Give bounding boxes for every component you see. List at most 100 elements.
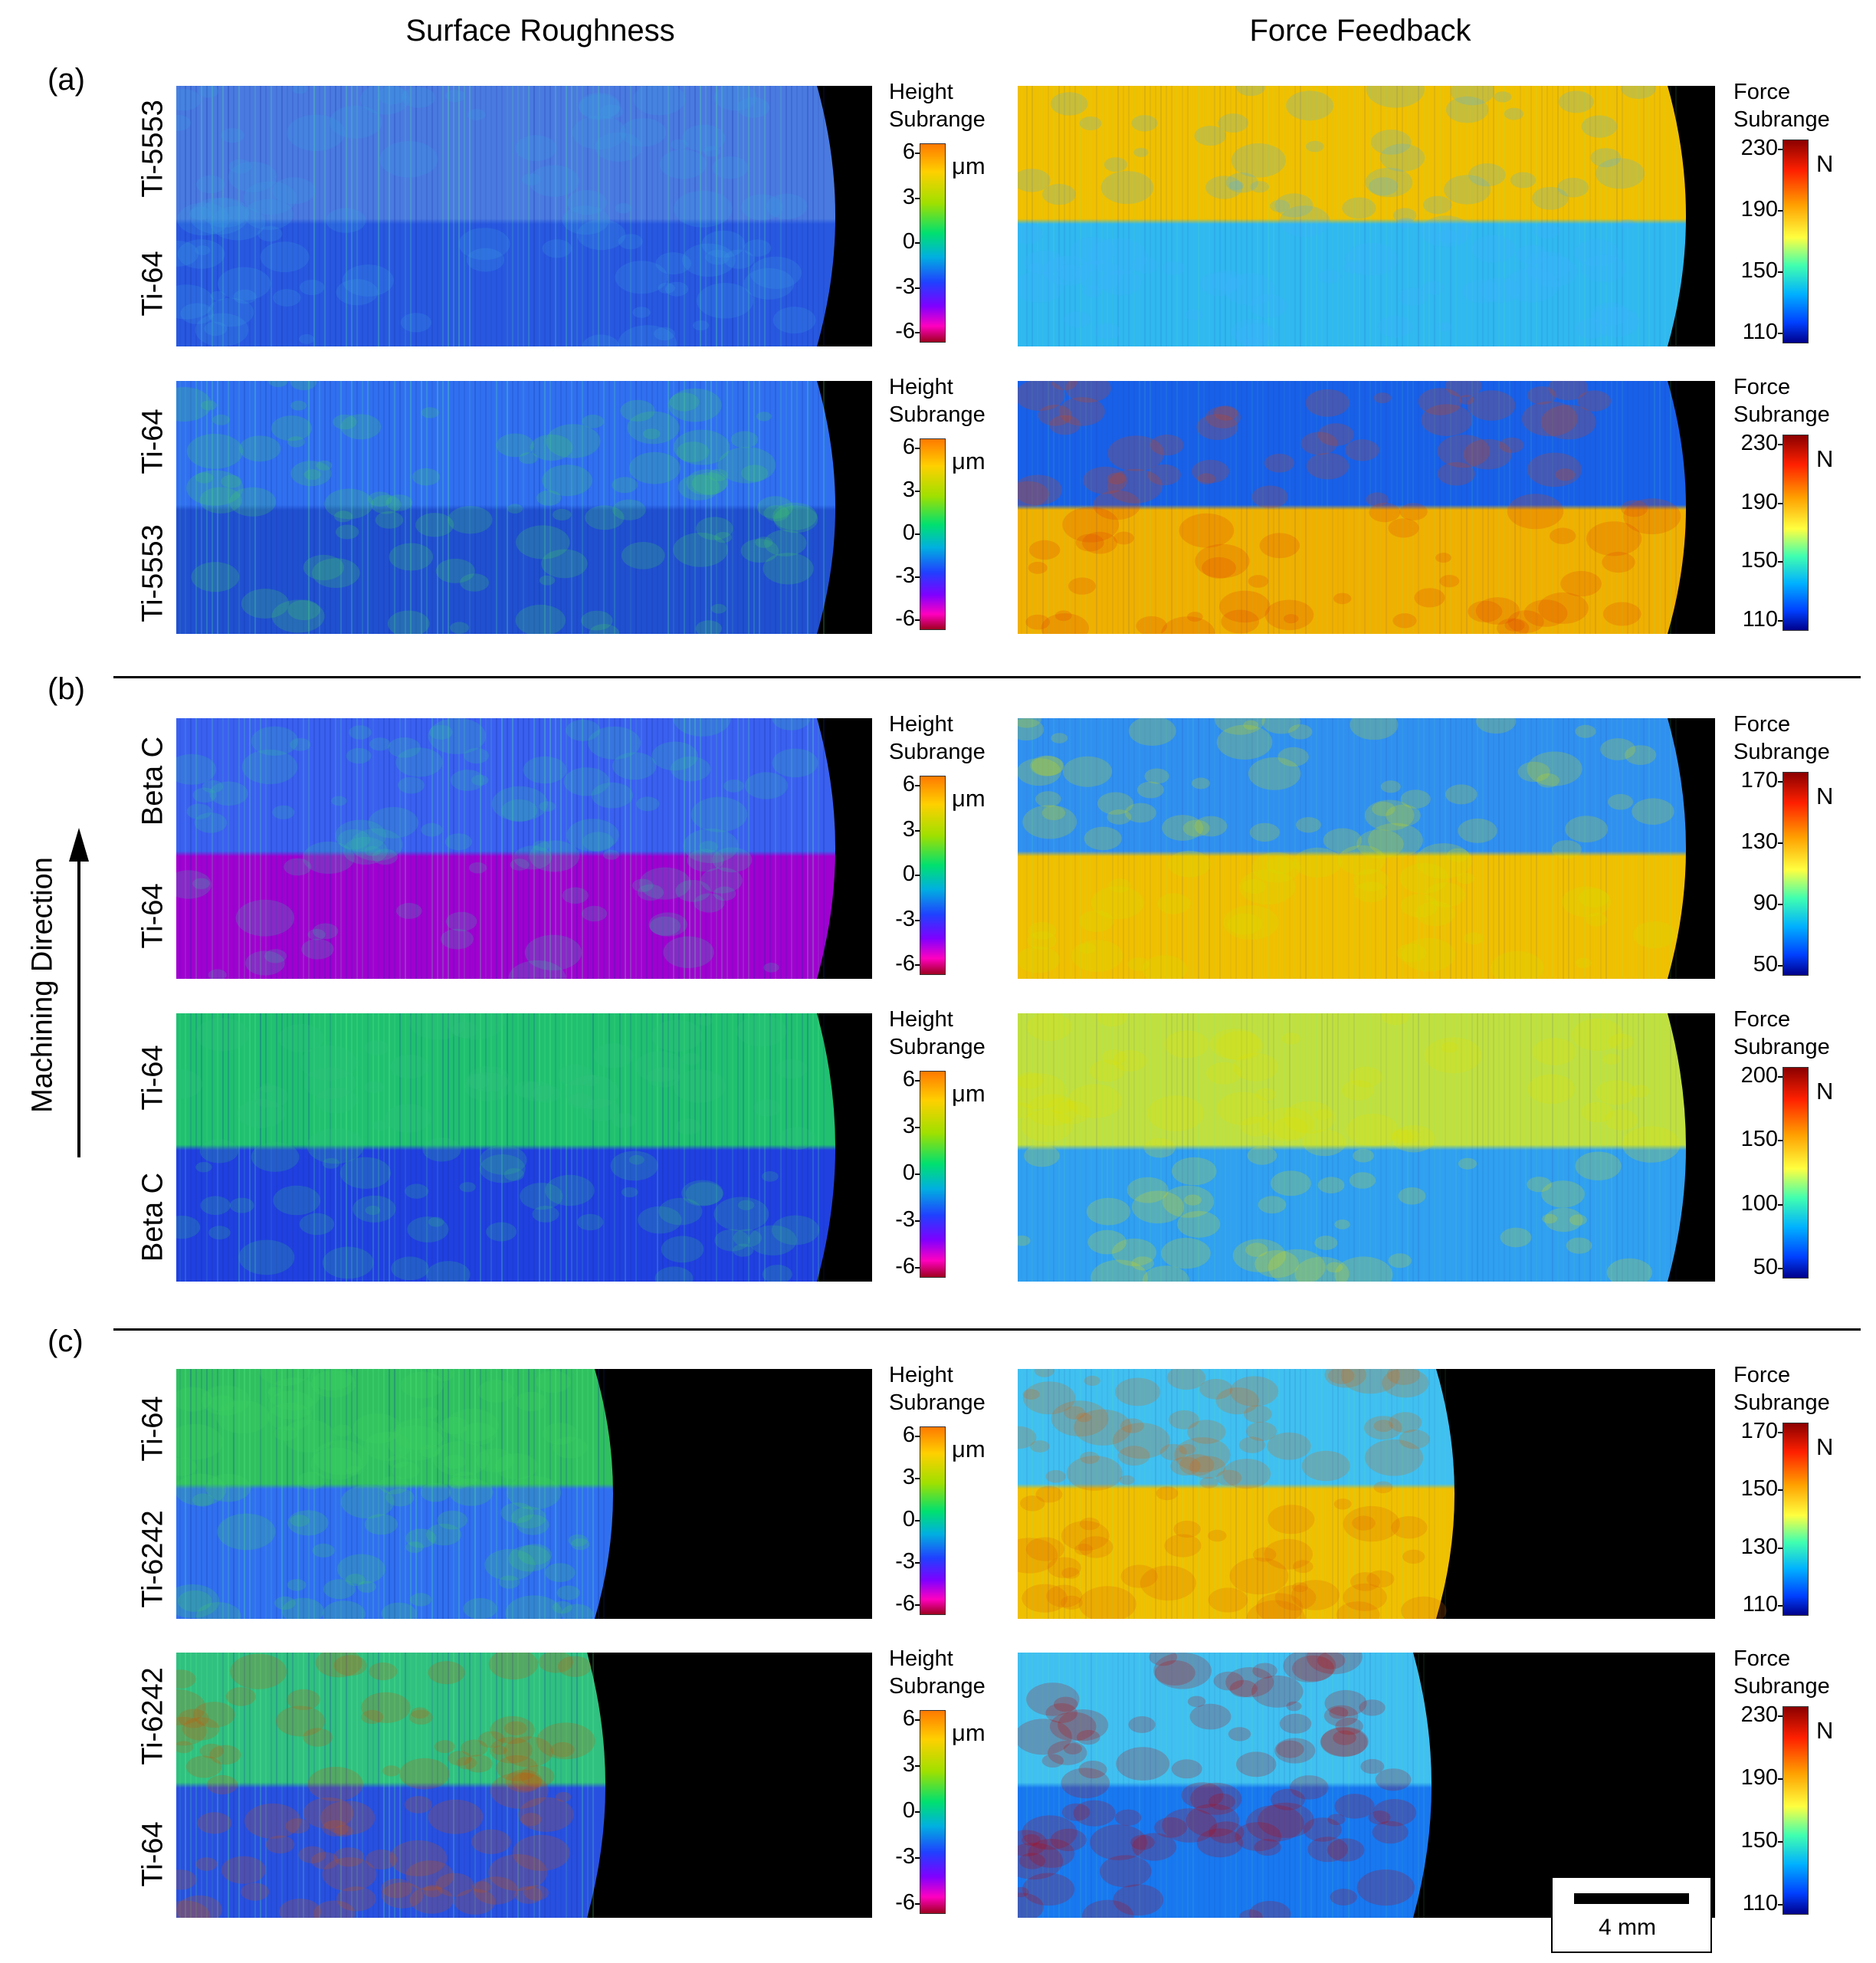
- height-tick: 6: [902, 435, 915, 459]
- machining-direction-label: Machining Direction: [26, 857, 59, 1113]
- force-tick: 130: [1740, 1534, 1778, 1559]
- height-unit: μm: [952, 785, 986, 812]
- height-unit: μm: [952, 448, 986, 474]
- height-tick-mark: [915, 1080, 920, 1082]
- height-tick: -3: [895, 274, 915, 299]
- force-tick: 110: [1742, 320, 1778, 344]
- height-tick: 3: [902, 816, 915, 842]
- force-tick: 170: [1740, 1419, 1778, 1443]
- height-tick: 0: [902, 1507, 915, 1531]
- height-tick-mark: [915, 1562, 920, 1564]
- height-tick-mark: [915, 829, 920, 832]
- height-unit: μm: [952, 1436, 986, 1462]
- height-tick-mark: [915, 1220, 920, 1222]
- row-2-top-material: Ti-64: [136, 409, 169, 474]
- force-subrange-title-1: Force Subrange: [1733, 80, 1830, 132]
- height-colorbar-6: [920, 1710, 946, 1914]
- height-tick-mark: [915, 332, 920, 333]
- row-5-top-material: Ti-64: [136, 1396, 169, 1462]
- force-colorbar-1: [1783, 140, 1809, 343]
- force-tick: 190: [1740, 1765, 1778, 1790]
- height-tick: -3: [895, 563, 915, 588]
- roughness-map-1: [176, 86, 872, 346]
- height-tick-mark: [915, 1719, 920, 1721]
- height-tick: 6: [902, 772, 915, 796]
- force-tick-mark: [1778, 1605, 1783, 1607]
- force-tick-mark: [1778, 965, 1783, 967]
- height-colorbar-1: [920, 143, 946, 343]
- force-tick-mark: [1778, 149, 1783, 150]
- force-tick-mark: [1778, 333, 1783, 334]
- force-tick-mark: [1778, 1432, 1783, 1433]
- force-map-4: [1018, 1013, 1715, 1282]
- force-tick: 90: [1753, 891, 1778, 915]
- height-tick: -3: [895, 1207, 915, 1232]
- height-tick: 6: [902, 1706, 915, 1731]
- height-subrange-title-6: Height Subrange: [889, 1646, 986, 1699]
- force-tick-mark: [1778, 1715, 1783, 1717]
- height-colorbar-2: [920, 438, 946, 630]
- force-colorbar-5: [1783, 1423, 1809, 1616]
- height-tick-mark: [915, 197, 920, 199]
- force-tick-mark: [1778, 1203, 1783, 1206]
- machining-direction-arrow: [69, 828, 89, 1157]
- surface-roughness-title: Surface Roughness: [405, 14, 675, 48]
- force-tick: 150: [1740, 1828, 1778, 1853]
- force-colorbar-3: [1783, 772, 1809, 976]
- height-tick: -3: [895, 906, 915, 931]
- force-map-3: [1018, 718, 1715, 979]
- row-4-top-material: Ti-64: [136, 1045, 169, 1111]
- force-tick: 130: [1740, 829, 1778, 854]
- force-tick: 200: [1740, 1063, 1778, 1088]
- height-tick: 3: [902, 1752, 915, 1777]
- force-tick: 150: [1740, 1127, 1778, 1152]
- scale-bar: [1574, 1893, 1689, 1904]
- force-subrange-title-3: Force Subrange: [1733, 712, 1830, 764]
- force-tick-mark: [1778, 904, 1783, 905]
- force-tick-mark: [1778, 1904, 1783, 1906]
- height-tick: 6: [902, 1067, 915, 1091]
- force-unit: N: [1816, 150, 1834, 177]
- height-tick: -6: [895, 1591, 915, 1616]
- roughness-map-3: [176, 718, 872, 979]
- force-tick-mark: [1778, 444, 1783, 445]
- height-tick: 0: [902, 1798, 915, 1823]
- force-tick-mark: [1778, 1841, 1783, 1843]
- height-tick-mark: [915, 1127, 920, 1128]
- force-tick-mark: [1778, 271, 1783, 273]
- force-map-5: [1018, 1369, 1715, 1619]
- height-tick: 3: [902, 1465, 915, 1489]
- height-tick-mark: [915, 919, 920, 921]
- force-unit: N: [1816, 783, 1834, 809]
- roughness-map-4: [176, 1013, 872, 1282]
- force-tick-mark: [1778, 781, 1783, 783]
- height-tick-mark: [915, 448, 920, 449]
- height-tick: 0: [902, 1160, 915, 1185]
- height-subrange-title-1: Height Subrange: [889, 80, 986, 132]
- force-tick: 150: [1740, 548, 1778, 573]
- roughness-map-2: [176, 381, 872, 634]
- height-colorbar-3: [920, 776, 946, 975]
- height-tick-mark: [915, 875, 920, 876]
- force-tick: 100: [1740, 1190, 1778, 1216]
- force-tick-mark: [1778, 842, 1783, 844]
- force-subrange-title-2: Force Subrange: [1733, 375, 1830, 427]
- roughness-map-5: [176, 1369, 872, 1619]
- height-unit: μm: [952, 1719, 986, 1746]
- section-a-label: (a): [48, 63, 85, 97]
- height-tick-mark: [915, 1267, 920, 1269]
- row-2-bottom-material: Ti-5553: [136, 524, 169, 622]
- row-6-top-material: Ti-6242: [136, 1667, 169, 1765]
- force-subrange-title-6: Force Subrange: [1733, 1646, 1830, 1699]
- scale-bar-label: 4 mm: [1599, 1915, 1656, 1940]
- force-map-1: [1018, 86, 1715, 346]
- height-colorbar-5: [920, 1426, 946, 1615]
- force-tick: 190: [1740, 197, 1778, 222]
- row-3-bottom-material: Ti-64: [136, 883, 169, 949]
- force-tick: 230: [1740, 136, 1778, 160]
- force-tick: 150: [1740, 1476, 1778, 1502]
- height-tick-mark: [915, 491, 920, 492]
- row-1-bottom-material: Ti-64: [136, 251, 169, 317]
- section-c-label: (c): [48, 1325, 84, 1358]
- divider-a-b: [113, 676, 1861, 678]
